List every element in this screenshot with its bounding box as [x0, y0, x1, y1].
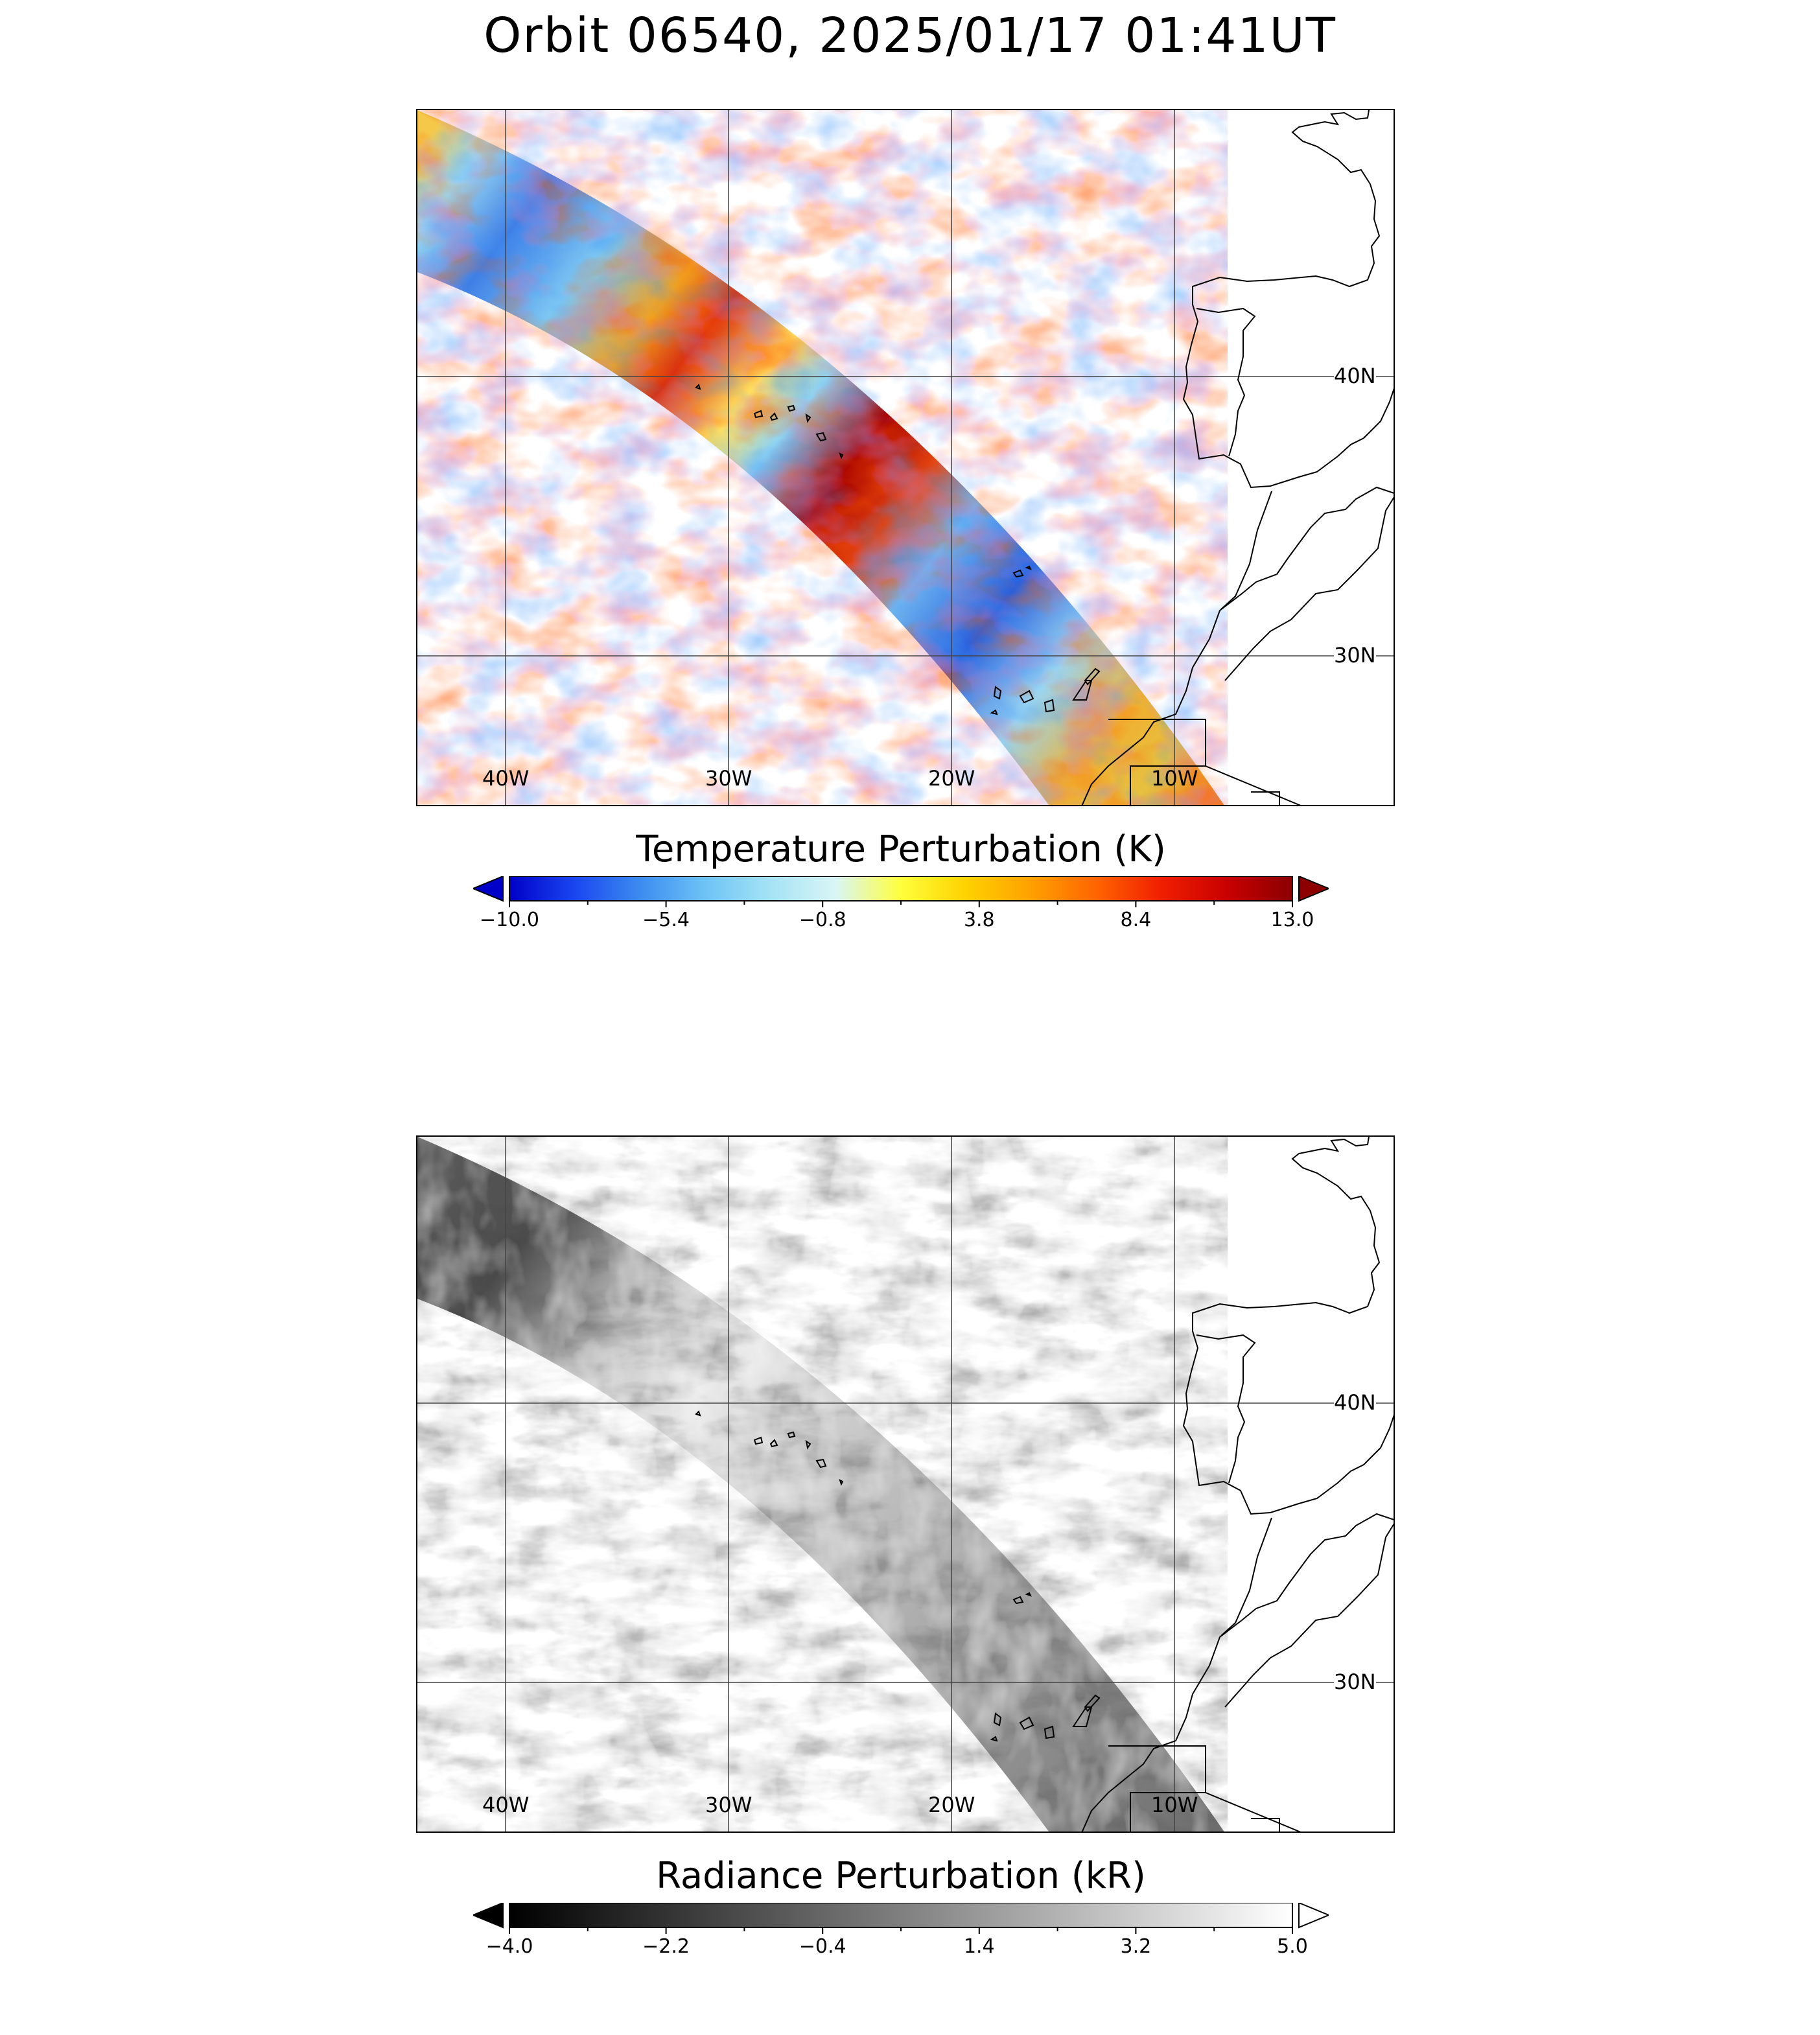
colorbar-tick-label: 5.0	[1277, 1935, 1308, 1958]
coastline-0	[1182, 110, 1394, 489]
colorbar-gradient	[509, 876, 1293, 901]
radiance-colorbar-bar	[473, 1903, 1329, 1934]
colorbar-tick-label: 3.8	[963, 909, 995, 931]
coastline-3	[1224, 1523, 1394, 1708]
island-0	[695, 1410, 701, 1417]
y-tick-label: 40N	[1334, 364, 1376, 388]
island-5	[815, 1458, 827, 1469]
coastline-6	[1205, 765, 1301, 805]
y-tick-label: 40N	[1334, 1390, 1376, 1415]
island-14	[990, 1736, 998, 1742]
temperature-colorbar-bar	[473, 876, 1329, 907]
island-8	[1025, 565, 1032, 570]
radiance-colorbar-label: Radiance Perturbation (kR)	[656, 1855, 1146, 1897]
coastline-0	[1182, 1137, 1394, 1515]
island-6	[839, 452, 844, 459]
colorbar-extend-max	[1298, 1903, 1329, 1929]
colorbar-tick-label: 1.4	[963, 1935, 995, 1958]
colorbar-tick-label: −10.0	[480, 909, 539, 931]
island-7	[1012, 1596, 1024, 1605]
coastline-7	[1251, 1818, 1280, 1832]
radiance-map-panel: 40W 30W 20W 10W 40N 30N	[416, 1135, 1395, 1833]
temperature-colorbar: Temperature Perturbation (K) −1	[473, 823, 1329, 940]
island-3	[787, 1431, 796, 1439]
island-13	[1084, 668, 1101, 686]
coastline-5	[1108, 719, 1206, 805]
island-7	[1012, 569, 1024, 578]
x-tick-label: 10W	[1151, 1793, 1198, 1817]
coastline-4	[1220, 1517, 1272, 1636]
island-14	[990, 709, 998, 715]
island-2	[769, 1439, 778, 1448]
island-2	[769, 412, 778, 421]
x-tick-label: 30W	[705, 1793, 752, 1817]
colorbar-extend-min	[473, 876, 504, 902]
x-tick-label: 20W	[928, 1793, 975, 1817]
x-tick-label: 10W	[1151, 766, 1198, 791]
colorbar-tick-label: −0.8	[799, 909, 846, 931]
radiance-colorbar: Radiance Perturbation (kR) −4.0 −2.2 −0.4 1…	[473, 1850, 1329, 1966]
x-tick-label: 40W	[482, 1793, 530, 1817]
island-4	[805, 1439, 811, 1450]
island-1	[753, 410, 764, 419]
coastline-1	[1196, 307, 1256, 457]
coastline-3	[1224, 496, 1394, 681]
island-3	[787, 404, 796, 412]
colorbar-tick-label: 8.4	[1120, 909, 1152, 931]
island-9	[993, 686, 1002, 700]
temperature-map-panel: 40W 30W 20W 10W 40N 30N	[416, 109, 1395, 806]
island-8	[1025, 1592, 1032, 1597]
coastline-7	[1251, 791, 1280, 805]
colorbar-tick-label: −4.0	[485, 1935, 533, 1958]
temperature-colorbar-label: Temperature Perturbation (K)	[636, 828, 1166, 870]
island-4	[805, 413, 811, 423]
island-6	[839, 1479, 844, 1486]
island-10	[1019, 690, 1034, 704]
y-tick-label: 30N	[1334, 1669, 1376, 1694]
radiance-map	[417, 1137, 1394, 1832]
coastline-2	[1081, 1513, 1394, 1832]
temperature-map	[417, 110, 1394, 805]
island-10	[1019, 1716, 1034, 1730]
island-9	[993, 1712, 1002, 1727]
colorbar-tick-label: 3.2	[1120, 1935, 1152, 1958]
colorbar-tick-label: 13.0	[1270, 909, 1314, 931]
coastline-4	[1220, 491, 1272, 610]
chart-title: Orbit 06540, 2025/01/17 01:41UT	[484, 8, 1336, 64]
colorbar-tick-label: −0.4	[799, 1935, 846, 1958]
island-11	[1044, 699, 1055, 713]
coastline-6	[1205, 1792, 1301, 1832]
island-1	[753, 1436, 764, 1445]
x-tick-label: 30W	[705, 766, 752, 791]
island-5	[815, 432, 827, 442]
colorbar-tick-label: −2.2	[642, 1935, 690, 1958]
x-tick-label: 40W	[482, 766, 530, 791]
island-13	[1084, 1694, 1101, 1712]
colorbar-tick-label: −5.4	[642, 909, 690, 931]
coastline-2	[1081, 486, 1394, 805]
coastline-1	[1196, 1334, 1256, 1483]
x-tick-label: 20W	[928, 766, 975, 791]
colorbar-extend-min	[473, 1903, 504, 1929]
island-0	[695, 384, 701, 390]
colorbar-extend-max	[1298, 876, 1329, 902]
colorbar-gradient	[509, 1903, 1293, 1928]
coastline-5	[1108, 1745, 1206, 1832]
island-11	[1044, 1725, 1055, 1739]
y-tick-label: 30N	[1334, 643, 1376, 668]
